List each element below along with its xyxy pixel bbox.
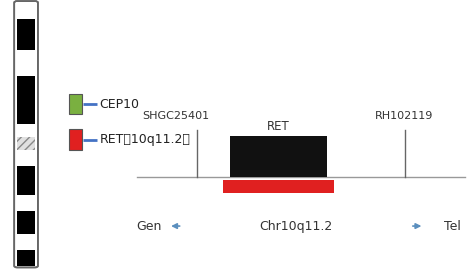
- Text: SHGC25401: SHGC25401: [142, 111, 210, 121]
- Bar: [17, 234, 35, 250]
- Bar: [69, 94, 82, 115]
- Bar: [17, 210, 35, 234]
- Bar: [17, 3, 35, 19]
- Text: Tel: Tel: [444, 219, 461, 233]
- Text: Chr10q11.2: Chr10q11.2: [260, 219, 333, 233]
- Bar: [17, 76, 35, 124]
- Text: RET: RET: [267, 120, 290, 133]
- Bar: [17, 50, 35, 76]
- Text: Gen: Gen: [137, 219, 162, 233]
- Bar: [223, 180, 334, 193]
- Bar: [69, 130, 82, 150]
- Bar: [230, 136, 327, 177]
- FancyBboxPatch shape: [14, 1, 38, 267]
- Bar: [17, 137, 35, 150]
- Bar: [17, 124, 35, 137]
- Bar: [17, 166, 35, 195]
- Text: RH102119: RH102119: [374, 111, 433, 121]
- Text: RET（10q11.2）: RET（10q11.2）: [100, 133, 191, 146]
- Bar: [17, 195, 35, 210]
- Bar: [17, 250, 35, 266]
- Bar: [17, 19, 35, 50]
- Bar: [17, 150, 35, 166]
- Text: CEP10: CEP10: [100, 98, 139, 111]
